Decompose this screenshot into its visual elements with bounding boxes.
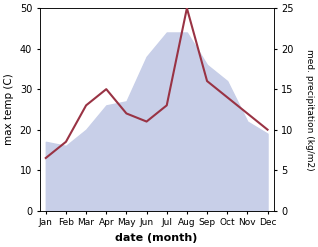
X-axis label: date (month): date (month) xyxy=(115,233,198,243)
Y-axis label: max temp (C): max temp (C) xyxy=(4,74,14,145)
Y-axis label: med. precipitation (kg/m2): med. precipitation (kg/m2) xyxy=(305,49,314,170)
